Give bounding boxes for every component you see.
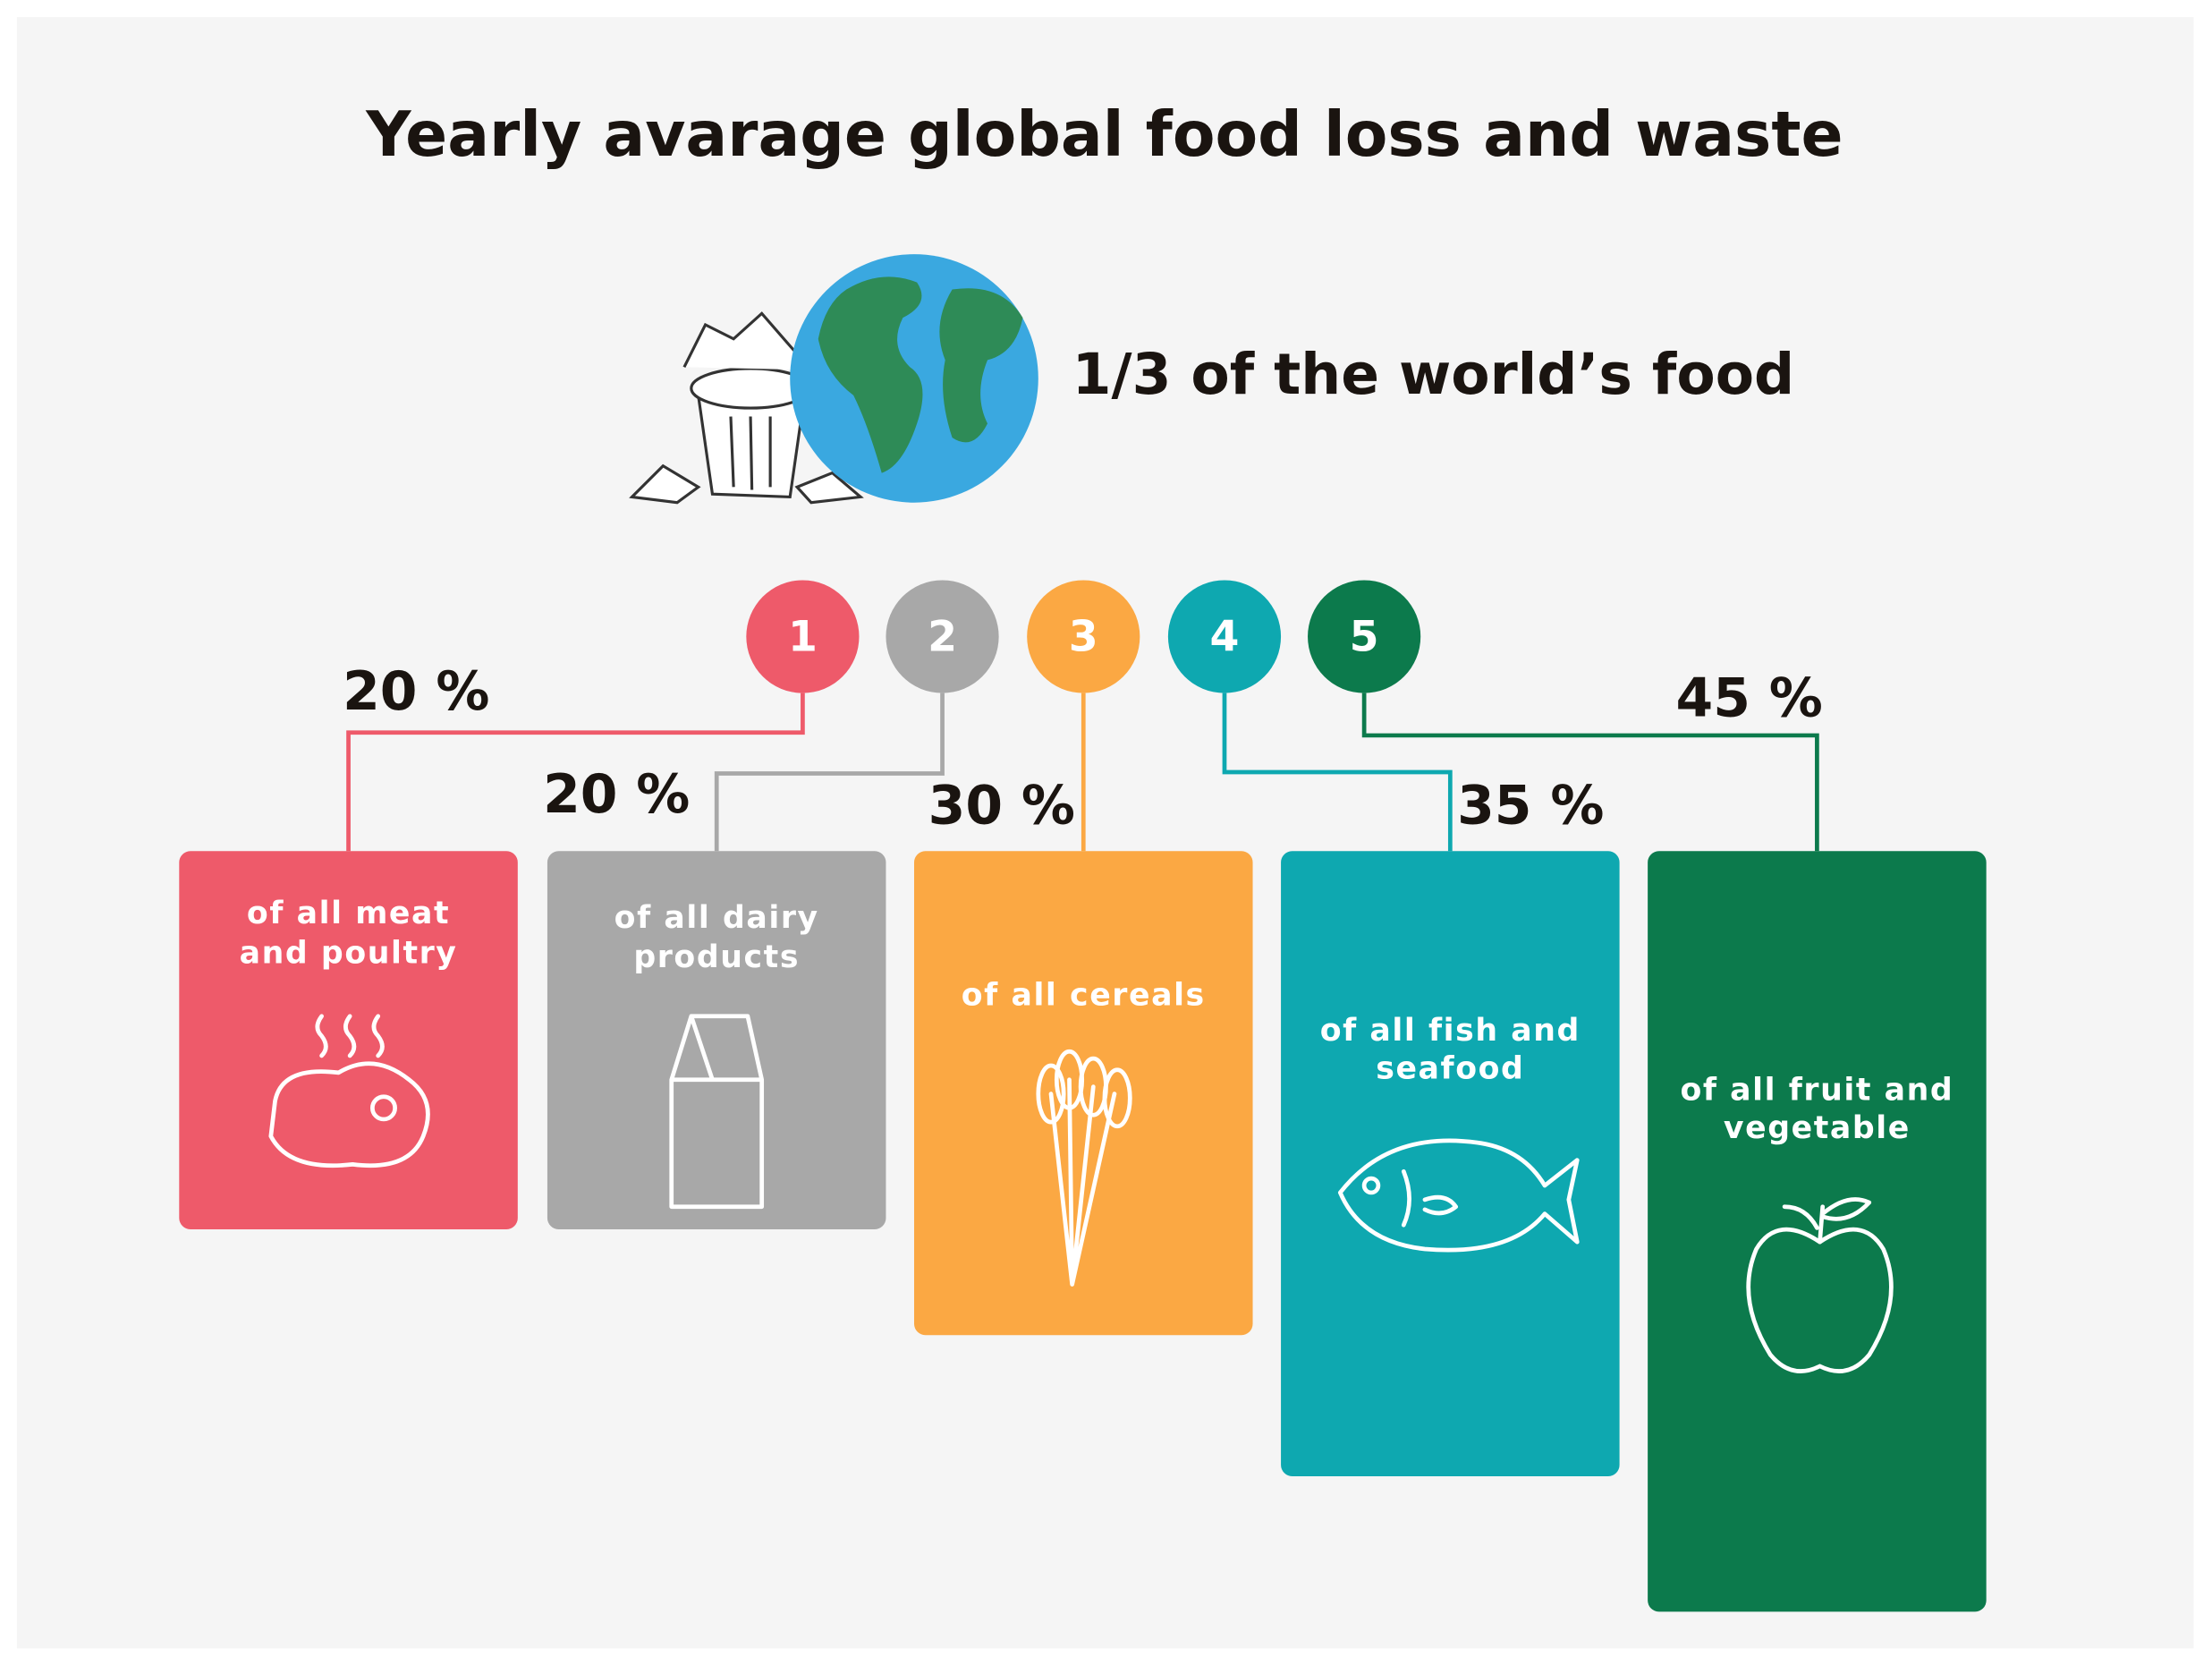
connector <box>346 693 805 852</box>
apple-icon <box>1746 1197 1894 1373</box>
category-label: seafood <box>1376 1051 1524 1087</box>
number-badge <box>1167 580 1282 693</box>
number-badge <box>1308 580 1421 693</box>
percent-label: 20 % <box>543 763 690 826</box>
title: Yearly avarage global food loss and wast… <box>365 99 1843 171</box>
category-label: of all cereals <box>962 978 1206 1014</box>
category-label: of all dairy <box>614 900 819 936</box>
category-label: and poultry <box>240 935 458 971</box>
number-badge <box>746 580 860 693</box>
wheat-icon <box>1036 1049 1132 1287</box>
headline: 1/3 of the world’s food <box>1072 341 1795 407</box>
category-box <box>1648 851 1987 1612</box>
steak-icon <box>268 1014 430 1168</box>
number-badge <box>886 580 999 693</box>
category-box <box>179 851 518 1229</box>
percent-label: 30 % <box>928 775 1075 837</box>
category-box <box>1281 851 1620 1476</box>
connector <box>714 693 945 852</box>
percent-label: 20 % <box>343 660 489 723</box>
category-label: of all meat <box>247 896 450 931</box>
number-label: 1 <box>788 613 818 662</box>
category-label: vegetable <box>1724 1110 1911 1146</box>
category-label: of all fruit and <box>1680 1072 1954 1108</box>
globe <box>790 254 1038 503</box>
fish-icon <box>1337 1138 1580 1253</box>
number-badge <box>1027 580 1140 693</box>
percent-label: 45 % <box>1676 667 1823 730</box>
category-box <box>547 851 886 1229</box>
number-label: 2 <box>928 613 957 662</box>
percent-label: 35 % <box>1457 775 1604 837</box>
number-label: 5 <box>1350 613 1379 662</box>
category-label: products <box>633 939 800 975</box>
category-label: of all fish and <box>1320 1013 1581 1049</box>
milk-icon <box>669 1014 765 1210</box>
connector <box>1222 693 1453 852</box>
items: 1 20 % of all meat and poultry 2 20 % of all d… <box>179 580 1987 1612</box>
category-box <box>914 851 1253 1336</box>
number-label: 3 <box>1069 613 1098 662</box>
connector <box>1361 693 1819 852</box>
number-label: 4 <box>1210 613 1240 662</box>
